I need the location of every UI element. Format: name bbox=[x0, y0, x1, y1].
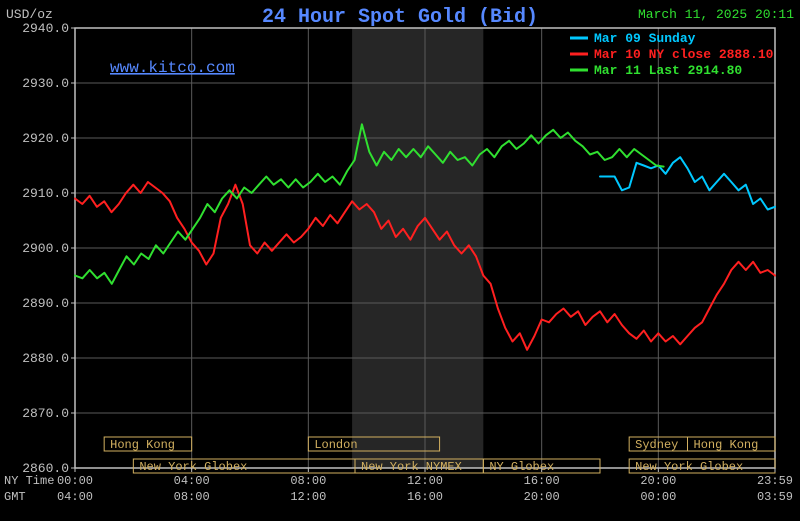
market-session-label: Hong Kong bbox=[694, 438, 759, 452]
y-tick-label: 2870.0 bbox=[22, 406, 69, 421]
market-session-label: NY Globex bbox=[489, 460, 554, 474]
y-tick-label: 2890.0 bbox=[22, 296, 69, 311]
x-tick-gmt: 12:00 bbox=[290, 490, 326, 504]
market-session-label: Sydney bbox=[635, 438, 678, 452]
y-tick-label: 2930.0 bbox=[22, 76, 69, 91]
x-tick-ny: 20:00 bbox=[640, 474, 676, 488]
market-session-label: New York Globex bbox=[635, 460, 743, 474]
y-tick-label: 2880.0 bbox=[22, 351, 69, 366]
x-tick-ny: 23:59 bbox=[757, 474, 793, 488]
chart-timestamp: March 11, 2025 20:11 bbox=[638, 7, 794, 22]
gold-price-chart: 2860.02870.02880.02890.02900.02910.02920… bbox=[0, 0, 800, 521]
legend-label: Mar 10 NY close 2888.10 bbox=[594, 47, 774, 62]
x-tick-gmt: 08:00 bbox=[174, 490, 210, 504]
y-tick-label: 2920.0 bbox=[22, 131, 69, 146]
gmt-row-label: GMT bbox=[4, 490, 26, 504]
y-axis-unit: USD/oz bbox=[6, 7, 53, 22]
legend-label: Mar 11 Last 2914.80 bbox=[594, 63, 742, 78]
x-tick-ny: 16:00 bbox=[524, 474, 560, 488]
y-tick-label: 2910.0 bbox=[22, 186, 69, 201]
market-session-label: London bbox=[314, 438, 357, 452]
x-tick-ny: 00:00 bbox=[57, 474, 93, 488]
legend-label: Mar 09 Sunday bbox=[594, 31, 696, 46]
ny-time-row-label: NY Time bbox=[4, 474, 54, 488]
market-session-label: Hong Kong bbox=[110, 438, 175, 452]
x-tick-ny: 08:00 bbox=[290, 474, 326, 488]
x-tick-ny: 04:00 bbox=[174, 474, 210, 488]
market-session-label: New York NYMEX bbox=[361, 460, 462, 474]
y-tick-label: 2900.0 bbox=[22, 241, 69, 256]
y-tick-label: 2940.0 bbox=[22, 21, 69, 36]
x-tick-gmt: 03:59 bbox=[757, 490, 793, 504]
x-tick-ny: 12:00 bbox=[407, 474, 443, 488]
x-tick-gmt: 04:00 bbox=[57, 490, 93, 504]
market-session-label: New York Globex bbox=[139, 460, 247, 474]
x-tick-gmt: 00:00 bbox=[640, 490, 676, 504]
x-tick-gmt: 20:00 bbox=[524, 490, 560, 504]
x-tick-gmt: 16:00 bbox=[407, 490, 443, 504]
source-link[interactable]: www.kitco.com bbox=[110, 59, 235, 77]
chart-title: 24 Hour Spot Gold (Bid) bbox=[262, 6, 538, 29]
